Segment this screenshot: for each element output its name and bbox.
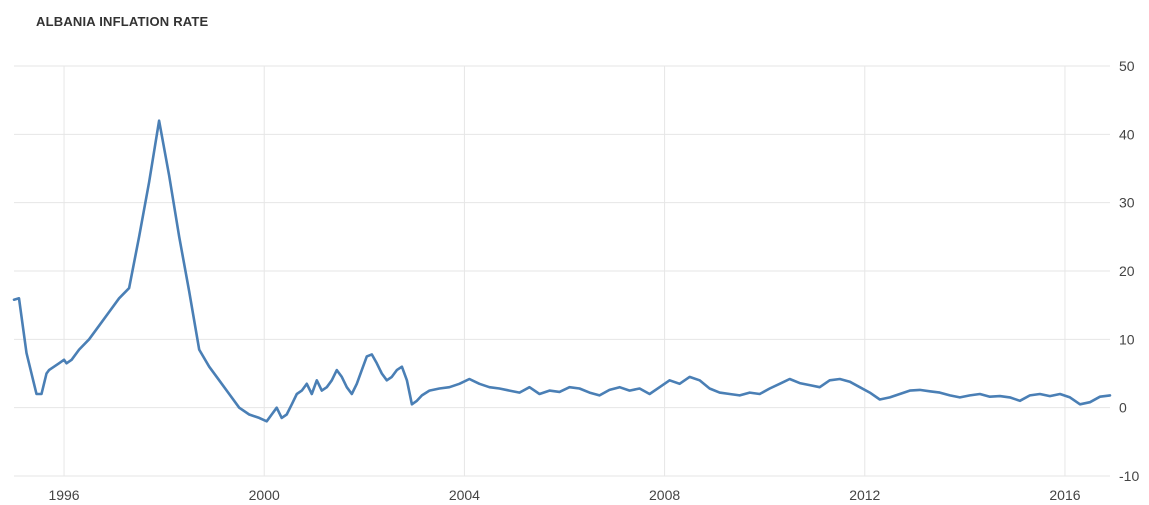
x-tick-label: 2004	[449, 487, 480, 503]
y-tick-label: 0	[1119, 400, 1127, 416]
x-tick-label: 2016	[1049, 487, 1080, 503]
x-axis-ticks: 1996 2000 2004 2008 2012 2016	[48, 487, 1080, 503]
x-tick-label: 1996	[48, 487, 79, 503]
series-line	[12, 119, 1112, 423]
y-tick-label: 30	[1119, 195, 1135, 211]
y-axis-ticks: 50 40 30 20 10 0 -10	[1119, 58, 1139, 484]
y-tick-label: 20	[1119, 263, 1135, 279]
grid-lines	[14, 65, 1110, 477]
chart-title: ALBANIA INFLATION RATE	[36, 14, 209, 29]
series-layer	[12, 119, 1112, 423]
y-tick-label: -10	[1119, 468, 1139, 484]
y-tick-label: 40	[1119, 126, 1135, 142]
x-tick-label: 2008	[649, 487, 680, 503]
y-tick-label: 50	[1119, 58, 1135, 74]
x-tick-label: 2012	[849, 487, 880, 503]
x-tick-label: 2000	[249, 487, 280, 503]
y-tick-label: 10	[1119, 331, 1135, 347]
